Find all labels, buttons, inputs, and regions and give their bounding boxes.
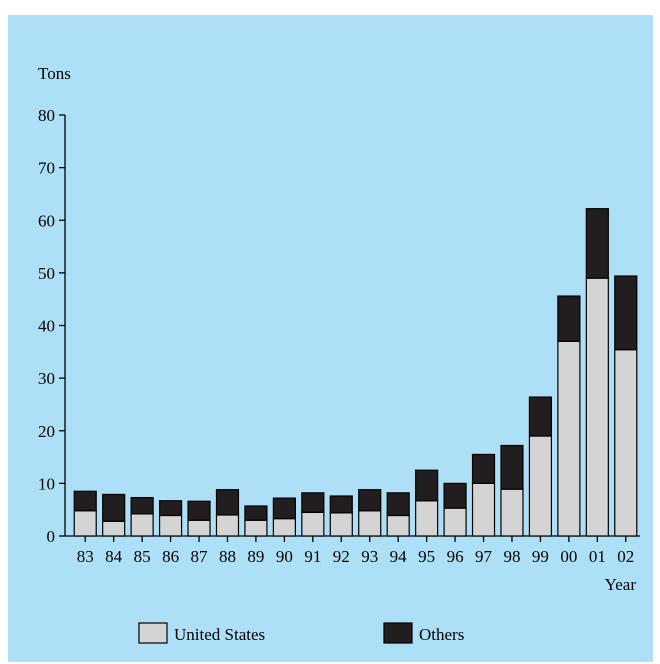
x-tick-label: 02 [617, 547, 634, 566]
bar-others [187, 500, 211, 521]
bar-others [215, 489, 240, 516]
bars [73, 208, 638, 537]
legend-label-united-states: United States [174, 625, 265, 644]
chart-panel: Tons Year 0 10 20 30 40 50 60 70 80 83 84 85 86 87 88… [8, 15, 653, 662]
y-tick-label: 60 [38, 211, 55, 230]
x-tick-label: 99 [532, 547, 549, 566]
bar-united-states [301, 511, 325, 537]
bar-others [500, 444, 524, 490]
x-tick-label: 90 [276, 547, 293, 566]
bar-others [358, 489, 382, 512]
legend-label-others: Others [419, 625, 464, 644]
bar-others [272, 497, 296, 520]
y-axis: 0 10 20 30 40 50 60 70 80 [38, 106, 66, 546]
bar-others [415, 469, 439, 502]
x-tick-label: 85 [134, 547, 151, 566]
bar-others [130, 496, 154, 515]
bar-united-states [102, 520, 126, 537]
x-tick-label: 84 [105, 547, 123, 566]
bar-united-states [329, 512, 353, 537]
x-tick-label: 83 [77, 547, 94, 566]
bar-united-states [471, 482, 496, 537]
bar-united-states [73, 510, 97, 537]
bar-united-states [557, 340, 581, 537]
bar-others [158, 500, 183, 517]
bar-united-states [215, 514, 240, 537]
x-tick-label: 98 [503, 547, 520, 566]
x-tick-label: 86 [162, 547, 179, 566]
x-tick-label: 92 [333, 547, 350, 566]
bar-united-states [500, 488, 524, 537]
bar-united-states [415, 500, 439, 537]
bar-others [244, 505, 268, 521]
y-tick-label: 50 [38, 264, 55, 283]
bar-others [528, 396, 553, 437]
x-tick-label: 88 [219, 547, 236, 566]
x-tick-label: 91 [304, 547, 321, 566]
bar-others [443, 482, 467, 509]
x-tick-label: 95 [418, 547, 435, 566]
bar-united-states [358, 510, 382, 537]
bar-united-states [614, 349, 638, 537]
bar-united-states [443, 507, 467, 537]
y-tick-label: 10 [38, 474, 55, 493]
legend-swatch-others [383, 622, 413, 644]
x-tick-label: 89 [247, 547, 264, 566]
bar-others [301, 492, 325, 513]
x-tick-label: 93 [361, 547, 378, 566]
x-tick-label: 87 [191, 547, 209, 566]
bar-united-states [528, 435, 553, 537]
bar-united-states [158, 514, 183, 537]
x-tick-label: 96 [447, 547, 464, 566]
bar-united-states [386, 514, 410, 537]
bar-united-states [244, 519, 268, 537]
y-tick-label: 0 [47, 527, 56, 546]
bar-others [557, 295, 581, 342]
x-axis-label: Year [605, 575, 637, 594]
bar-united-states [272, 518, 296, 537]
bar-others [329, 495, 353, 514]
legend: United States Others [138, 622, 464, 644]
x-axis: 83 84 85 86 87 88 89 90 91 92 93 94 95 96 97 98 99 00 01 02 [65, 535, 640, 566]
bar-united-states [585, 277, 609, 537]
bar-others [614, 275, 638, 351]
x-tick-label: 97 [475, 547, 493, 566]
bar-united-states [130, 513, 154, 537]
y-tick-label: 20 [38, 422, 55, 441]
bar-united-states [187, 519, 211, 537]
bar-others [471, 453, 496, 484]
bar-others [585, 208, 609, 279]
x-tick-label: 01 [589, 547, 606, 566]
y-tick-label: 70 [38, 159, 55, 178]
x-tick-label: 00 [560, 547, 577, 566]
y-tick-label: 80 [38, 106, 55, 125]
bar-others [386, 492, 410, 517]
y-tick-label: 30 [38, 369, 55, 388]
y-tick-label: 40 [38, 317, 55, 336]
legend-swatch-united-states [138, 622, 168, 644]
bar-others [102, 493, 126, 522]
x-tick-label: 94 [390, 547, 408, 566]
y-axis-label: Tons [38, 64, 71, 83]
bar-others [73, 490, 97, 512]
